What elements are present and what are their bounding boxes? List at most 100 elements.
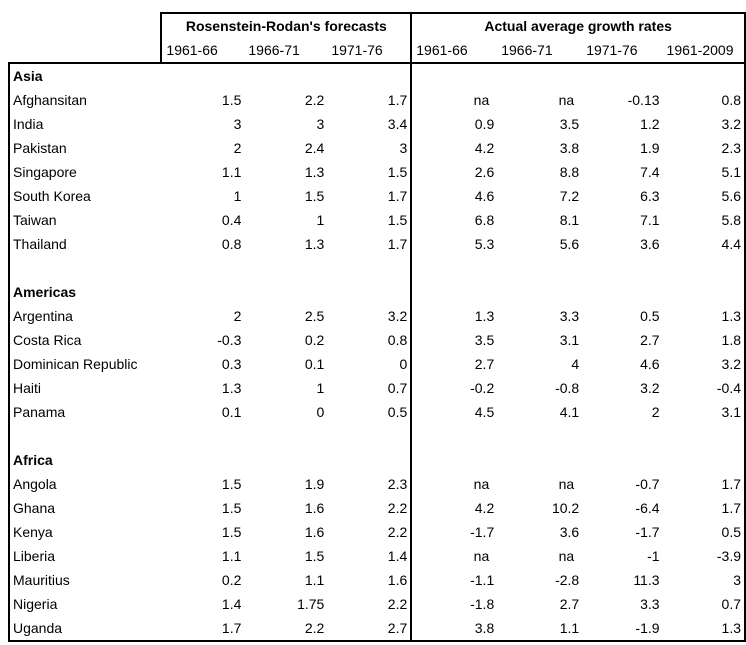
actual-value: 0.8 [662,88,746,112]
actual-value: 2.7 [640,332,660,348]
empty-cell [411,280,497,304]
actual-value: 1.9 [640,140,660,156]
empty-cell [411,256,497,280]
forecast-value: 3.4 [327,112,413,136]
forecast-value: 0.3 [221,356,242,372]
empty-cell [582,280,662,304]
table-row: Nigeria 1.4 1.75 2.2 -1.8 2.7 3.3 0.7 [7,592,746,616]
forecast-value: 3.2 [327,304,413,328]
country-name: South Korea [7,184,162,208]
forecast-value: 1.5 [221,500,242,516]
country-name: Thailand [7,232,162,256]
actual-value: -2.8 [555,572,580,588]
actual-value: 3.1 [662,400,746,424]
actual-value: -1 [647,548,660,564]
spacer-row [7,424,746,448]
actual-value: 1.2 [640,116,660,132]
actual-value: 3.1 [559,332,580,348]
empty-cell [662,280,746,304]
actual-value: 4.4 [662,232,746,256]
forecast-value: 1 [316,380,325,396]
empty-cell [244,256,327,280]
forecast-value: 0.1 [221,404,242,420]
forecast-value: 0.1 [304,356,325,372]
forecast-value: 1.75 [297,596,325,612]
actual-value: 3.2 [662,352,746,376]
empty-cell [327,256,413,280]
actual-value: 3.6 [559,524,580,540]
region-row: Africa [7,448,746,472]
forecast-value: 2.2 [327,496,413,520]
actual-value: 1.1 [497,616,583,642]
actual-value: -6.4 [635,500,660,516]
forecast-value: 2.7 [327,616,413,642]
forecasts-group-header: Rosenstein-Rodan's forecasts [160,12,413,38]
region-label: Africa [7,448,162,472]
actual-value: 1.8 [662,328,746,352]
table-row: Afghansitan 1.5 2.2 1.7 na na -0.13 0.8 [7,88,746,112]
actual-value: 1.7 [662,472,746,496]
forecast-value: 3 [327,136,413,160]
empty-cell [497,424,582,448]
forecast-value: 1.1 [221,164,242,180]
forecast-value: 1.6 [304,500,325,516]
country-name: Singapore [7,160,162,184]
forecast-value: 1.3 [304,236,325,252]
forecast-value: 0.8 [221,236,242,252]
empty-cell [244,424,327,448]
country-name: Pakistan [7,136,162,160]
empty-cell [582,63,662,88]
actual-value: 7.2 [559,188,580,204]
actual-value: 5.6 [559,236,580,252]
forecast-value: 1.5 [221,476,242,492]
empty-cell [582,256,662,280]
country-name: Dominican Republic [7,352,162,376]
actual-value: 8.1 [559,212,580,228]
table-row: Angola 1.5 1.9 2.3 na na -0.7 1.7 [7,472,746,496]
actual-value: 5.3 [474,236,495,252]
country-name: Ghana [7,496,162,520]
forecast-value: 1.1 [304,572,325,588]
forecast-value: 1.5 [221,92,242,108]
empty-cell [244,280,327,304]
empty-cell [411,424,497,448]
table-row: Costa Rica -0.3 0.2 0.8 3.5 3.1 2.7 1.8 [7,328,746,352]
empty-cell [7,256,162,280]
actual-value: 0.7 [662,592,746,616]
forecast-value: -0.3 [217,332,242,348]
actual-value: -1.7 [635,524,660,540]
empty-cell [161,63,244,88]
actual-value: na [473,548,490,564]
actual-value: 1.3 [474,308,495,324]
table-row: South Korea 1 1.5 1.7 4.6 7.2 6.3 5.6 [7,184,746,208]
actual-value: 6.8 [474,212,495,228]
actual-value: 2 [651,404,660,420]
actual-value: 7.1 [640,212,660,228]
forecast-value: 1.7 [327,88,413,112]
forecast-value: 0 [327,352,413,376]
table-row: Kenya 1.5 1.6 2.2 -1.7 3.6 -1.7 0.5 [7,520,746,544]
table-row: India 3 3 3.4 0.9 3.5 1.2 3.2 [7,112,746,136]
empty-cell [244,63,327,88]
forecast-value: 0 [316,404,325,420]
empty-cell [7,424,162,448]
table-row: Dominican Republic 0.3 0.1 0 2.7 4 4.6 3.2 [7,352,746,376]
actual-value: -3.9 [662,544,746,568]
empty-cell [161,256,244,280]
empty-cell [497,448,582,472]
empty-cell [411,63,497,88]
forecast-value: 1 [316,212,325,228]
actual-value: -1.9 [582,616,663,642]
period-header: 1961-66 [160,38,245,64]
forecast-value: 2.2 [327,592,413,616]
country-name: Haiti [7,376,162,400]
actual-value: 4.2 [474,500,495,516]
actual-value: na [473,476,490,492]
table-row: Singapore 1.1 1.3 1.5 2.6 8.8 7.4 5.1 [7,160,746,184]
header-group-row: Rosenstein-Rodan's forecasts Actual aver… [9,12,746,38]
empty-cell [327,280,413,304]
actual-value: -1.1 [470,572,495,588]
table-row: Panama 0.1 0 0.5 4.5 4.1 2 3.1 [7,400,746,424]
actual-value: 3.3 [559,308,580,324]
forecast-value: 3 [233,116,242,132]
